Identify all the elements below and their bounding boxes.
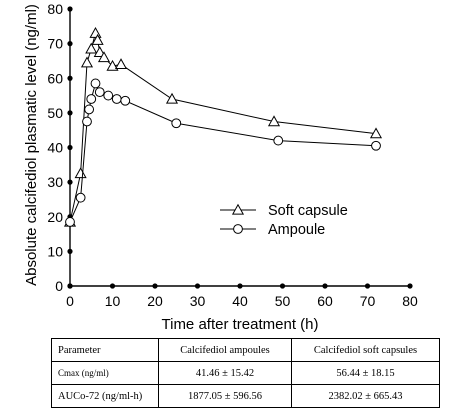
y-tick-label: 50 <box>47 105 63 121</box>
legend-triangle-marker <box>231 203 245 215</box>
row-parameter: AUCo-72 (ng/ml-h) <box>51 384 159 408</box>
series-ampoule <box>65 78 381 227</box>
x-tick-label: 80 <box>402 293 418 309</box>
data-point-triangle <box>267 115 281 127</box>
y-tick-label: 70 <box>47 36 63 52</box>
data-point-circle <box>82 116 92 127</box>
x-tick-label: 70 <box>360 293 376 309</box>
y-tick-label: 20 <box>47 209 63 225</box>
pk-line-chart: 0 10 20 30 40 50 60 70 80 0 10 20 30 40 50 60 70 80 Absol… <box>23 1 418 333</box>
row-soft-capsules-value: 56.44 ± 18.15 <box>291 361 440 385</box>
x-tick-label: 40 <box>232 293 248 309</box>
legend-label: Ampoule <box>268 222 325 238</box>
x-tick-label: 10 <box>105 293 121 309</box>
data-point-triangle <box>97 51 111 63</box>
axis-ticks: 0 10 20 30 40 50 60 70 80 0 10 20 30 40 50 60 70 80 <box>47 1 418 309</box>
x-tick-label: 50 <box>275 293 291 309</box>
table-header-row: Parameter Calcifediol ampoules Calcifedi… <box>51 338 440 362</box>
data-point-circle <box>94 87 105 97</box>
data-point-triangle <box>80 56 94 68</box>
data-point-circle <box>171 118 182 129</box>
x-tick-mark <box>152 283 158 289</box>
data-point-triangle <box>85 42 98 54</box>
x-tick-label: 60 <box>317 293 333 309</box>
data-point-circle <box>86 94 97 104</box>
data-point-triangle <box>74 167 87 179</box>
series-soft-capsule <box>63 27 383 227</box>
y-tick-label: 80 <box>47 1 63 17</box>
data-point-triangle <box>106 59 119 71</box>
legend-label: Soft capsule <box>268 203 348 219</box>
row-soft-capsules-value: 2382.02 ± 665.43 <box>291 384 440 408</box>
legend-circle-marker <box>233 224 243 234</box>
row-ampoules-value: 41.46 ± 15.42 <box>158 361 292 385</box>
x-axis-title: Time after treatment (h) <box>162 316 319 333</box>
series-layer <box>63 27 383 227</box>
data-point-circle <box>273 135 284 146</box>
data-point-circle <box>120 95 131 106</box>
data-point-triangle <box>89 27 102 38</box>
header-ampoules: Calcifediol ampoules <box>158 338 292 362</box>
x-tick-mark <box>194 283 201 289</box>
data-point-circle <box>103 90 114 101</box>
axes <box>69 9 410 287</box>
header-soft-capsules: Calcifediol soft capsules <box>291 338 440 362</box>
row-ampoules-value: 1877.05 ± 596.56 <box>158 384 292 408</box>
chart-legend: Soft capsule Ampoule <box>220 203 348 238</box>
table-row: AUCo-72 (ng/ml-h) 1877.05 ± 596.56 2382.… <box>51 384 440 408</box>
pk-parameter-table: Parameter Calcifediol ampoules Calcifedi… <box>51 338 440 408</box>
x-tick-label: 0 <box>66 293 74 309</box>
x-tick-mark <box>407 283 413 289</box>
x-tick-mark <box>364 283 371 289</box>
x-tick-label: 30 <box>190 293 206 309</box>
y-tick-label: 10 <box>47 243 63 259</box>
y-tick-mark <box>67 179 73 185</box>
y-tick-label: 30 <box>47 174 63 190</box>
x-tick-mark <box>67 283 73 289</box>
y-tick-mark <box>67 110 73 116</box>
x-tick-mark <box>279 283 286 289</box>
data-point-circle <box>65 217 75 227</box>
data-point-circle <box>75 192 86 203</box>
data-point-triangle <box>91 33 104 45</box>
row-parameter: Cmax (ng/ml) <box>51 361 159 385</box>
x-tick-label: 20 <box>147 293 163 309</box>
x-tick-mark <box>109 283 116 289</box>
data-point-triangle <box>369 127 383 139</box>
series-line <box>69 31 377 223</box>
y-tick-mark <box>67 41 73 47</box>
data-point-circle <box>90 78 101 89</box>
data-point-triangle <box>114 58 128 70</box>
data-point-circle <box>371 140 381 151</box>
y-tick-label: 0 <box>55 278 63 294</box>
table-row: Cmax (ng/ml) 41.46 ± 15.42 56.44 ± 18.15 <box>51 361 440 385</box>
y-tick-mark <box>67 75 73 81</box>
y-tick-mark <box>67 6 73 12</box>
series-line <box>69 82 377 223</box>
x-tick-mark <box>237 283 243 289</box>
y-tick-mark <box>67 144 73 151</box>
header-parameter: Parameter <box>51 338 159 362</box>
x-tick-mark <box>322 283 328 289</box>
y-tick-label: 60 <box>47 70 63 86</box>
y-tick-mark <box>67 248 73 254</box>
y-tick-label: 40 <box>47 140 63 156</box>
data-point-triangle <box>165 92 179 104</box>
data-point-circle <box>111 94 122 104</box>
data-point-triangle <box>93 46 106 57</box>
y-axis-title: Absolute calcifediol plasmatic level (ng… <box>23 4 40 286</box>
data-point-circle <box>84 104 95 115</box>
